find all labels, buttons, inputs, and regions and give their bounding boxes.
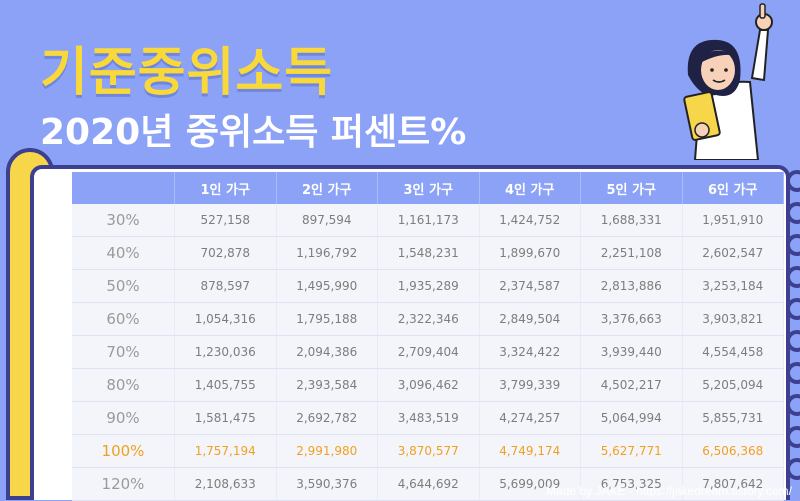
table-row: 40% 702,878 1,196,792 1,548,231 1,899,670 2,2…	[72, 236, 784, 270]
value-cell: 5,205,094	[682, 368, 784, 402]
value-cell: 2,692,782	[276, 401, 378, 435]
value-cell: 5,699,009	[479, 467, 581, 501]
value-cell: 3,590,376	[276, 467, 378, 501]
value-cell: 3,483,519	[377, 401, 480, 435]
value-cell: 7,807,642	[682, 467, 784, 501]
table-row: 50% 878,597 1,495,990 1,935,289 2,374,587 2,8…	[72, 269, 784, 303]
value-cell: 1,548,231	[377, 236, 480, 270]
value-cell: 5,855,731	[682, 401, 784, 435]
header-cell: 3인 가구	[377, 172, 480, 204]
median-income-table: 1인 가구 2인 가구 3인 가구 4인 가구 5인 가구 6인 가구 30% 5…	[72, 172, 784, 501]
value-cell: 6,753,325	[580, 467, 683, 501]
value-cell: 3,870,577	[377, 434, 480, 468]
value-cell: 1,899,670	[479, 236, 581, 270]
page-subtitle: 2020년 중위소득 퍼센트%	[40, 112, 467, 153]
value-cell: 2,322,346	[377, 302, 480, 336]
header-cell: 5인 가구	[580, 172, 683, 204]
percent-cell: 60%	[72, 302, 175, 336]
percent-cell: 100%	[72, 434, 175, 468]
value-cell: 4,274,257	[479, 401, 581, 435]
value-cell: 3,799,339	[479, 368, 581, 402]
value-cell: 4,554,458	[682, 335, 784, 369]
value-cell: 3,939,440	[580, 335, 683, 369]
table-row: 30% 527,158 897,594 1,161,173 1,424,752 1,688…	[72, 204, 784, 237]
value-cell: 4,749,174	[479, 434, 581, 468]
value-cell: 1,054,316	[174, 302, 277, 336]
page-title: 기준중위소득	[40, 43, 334, 103]
value-cell: 5,064,994	[580, 401, 683, 435]
value-cell: 2,813,886	[580, 269, 683, 303]
percent-cell: 120%	[72, 467, 175, 501]
value-cell: 2,251,108	[580, 236, 683, 270]
value-cell: 6,506,368	[682, 434, 784, 468]
value-cell: 4,502,217	[580, 368, 683, 402]
value-cell: 2,709,404	[377, 335, 480, 369]
header-cell: 1인 가구	[174, 172, 277, 204]
value-cell: 2,393,584	[276, 368, 378, 402]
value-cell: 702,878	[174, 236, 277, 270]
value-cell: 3,376,663	[580, 302, 683, 336]
value-cell: 1,161,173	[377, 204, 480, 237]
value-cell: 2,849,504	[479, 302, 581, 336]
binder-rings	[784, 170, 800, 500]
value-cell: 1,688,331	[580, 204, 683, 237]
percent-cell: 90%	[72, 401, 175, 435]
value-cell: 527,158	[174, 204, 277, 237]
percent-cell: 80%	[72, 368, 175, 402]
value-cell: 3,903,821	[682, 302, 784, 336]
value-cell: 1,405,755	[174, 368, 277, 402]
percent-cell: 30%	[72, 204, 175, 237]
header-cell: 6인 가구	[682, 172, 784, 204]
table-row: 90% 1,581,475 2,692,782 3,483,519 4,274,257 5…	[72, 401, 784, 435]
value-cell: 2,094,386	[276, 335, 378, 369]
value-cell: 2,108,633	[174, 467, 277, 501]
value-cell: 3,253,184	[682, 269, 784, 303]
header-cell: 4인 가구	[479, 172, 581, 204]
value-cell: 1,581,475	[174, 401, 277, 435]
table-row: 80% 1,405,755 2,393,584 3,096,462 3,799,339 4…	[72, 368, 784, 402]
table-header-row: 1인 가구 2인 가구 3인 가구 4인 가구 5인 가구 6인 가구	[72, 172, 784, 204]
value-cell: 5,627,771	[580, 434, 683, 468]
value-cell: 2,991,980	[276, 434, 378, 468]
value-cell: 1,951,910	[682, 204, 784, 237]
value-cell: 1,424,752	[479, 204, 581, 237]
table-row: 70% 1,230,036 2,094,386 2,709,404 3,324,422 3…	[72, 335, 784, 369]
table-row: 120% 2,108,633 3,590,376 4,644,692 5,699,009…	[72, 467, 784, 501]
value-cell: 1,230,036	[174, 335, 277, 369]
value-cell: 897,594	[276, 204, 378, 237]
value-cell: 1,495,990	[276, 269, 378, 303]
value-cell: 1,196,792	[276, 236, 378, 270]
value-cell: 2,602,547	[682, 236, 784, 270]
table-row: 100% 1,757,194 2,991,980 3,870,577 4,749,174…	[72, 434, 784, 468]
person-illustration	[683, 3, 773, 160]
value-cell: 3,324,422	[479, 335, 581, 369]
value-cell: 1,935,289	[377, 269, 480, 303]
header-cell: 2인 가구	[276, 172, 378, 204]
value-cell: 4,644,692	[377, 467, 480, 501]
percent-cell: 50%	[72, 269, 175, 303]
percent-cell: 40%	[72, 236, 175, 270]
footer-credit: Made by JAKE - https://jakedream.tistory…	[546, 484, 792, 498]
value-cell: 1,795,188	[276, 302, 378, 336]
header-cell	[72, 172, 175, 204]
value-cell: 878,597	[174, 269, 277, 303]
percent-cell: 70%	[72, 335, 175, 369]
table-row: 60% 1,054,316 1,795,188 2,322,346 2,849,504 3…	[72, 302, 784, 336]
value-cell: 2,374,587	[479, 269, 581, 303]
value-cell: 3,096,462	[377, 368, 480, 402]
value-cell: 1,757,194	[174, 434, 277, 468]
